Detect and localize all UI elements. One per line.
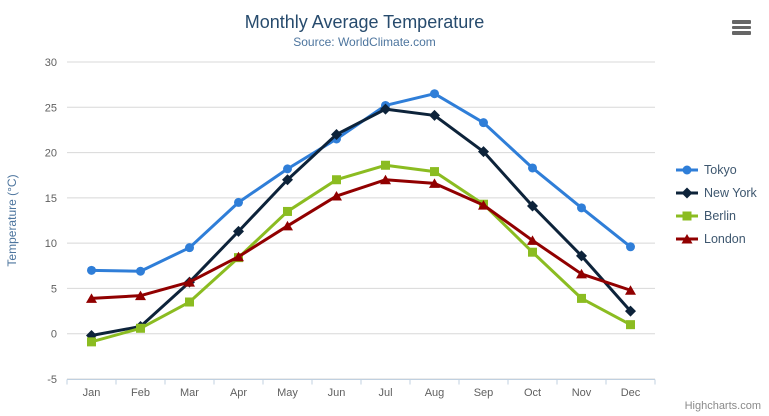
square-marker[interactable] — [682, 211, 692, 220]
y-axis-label: 10 — [45, 238, 57, 250]
square-marker[interactable] — [430, 167, 439, 177]
y-axis-label: 30 — [45, 57, 57, 69]
diamond-marker[interactable] — [233, 225, 244, 237]
series-line[interactable] — [91, 163, 632, 344]
series-new-york[interactable] — [86, 103, 636, 342]
triangle-marker[interactable] — [380, 174, 391, 185]
diamond-marker[interactable] — [625, 305, 636, 317]
triangle-marker[interactable] — [86, 293, 97, 303]
legend-item-tokyo[interactable]: Tokyo — [676, 158, 757, 181]
square-marker[interactable] — [332, 175, 341, 185]
circle-marker[interactable] — [479, 118, 488, 128]
series-line[interactable] — [91, 178, 631, 300]
circle-marker[interactable] — [626, 242, 635, 252]
hamburger-icon — [732, 31, 751, 35]
diamond-marker[interactable] — [429, 109, 440, 121]
y-axis-label: 5 — [51, 283, 57, 295]
diamond-marker[interactable] — [576, 250, 587, 262]
x-axis-label: Feb — [131, 387, 150, 399]
triangle-marker[interactable] — [282, 220, 293, 231]
circle-marker[interactable] — [430, 89, 439, 99]
legend-label: New York — [704, 185, 757, 200]
square-marker[interactable] — [626, 320, 635, 330]
diamond-marker[interactable] — [282, 174, 293, 186]
diamond-marker[interactable] — [527, 200, 538, 212]
x-axis-label: Jan — [83, 387, 101, 399]
triangle-marker[interactable] — [135, 290, 146, 301]
square-marker[interactable] — [136, 323, 145, 333]
y-axis-title: Temperature (°C) — [5, 174, 19, 266]
triangle-marker[interactable] — [184, 277, 195, 287]
legend-label: London — [704, 231, 746, 246]
triangle-marker[interactable] — [331, 191, 342, 201]
circle-marker[interactable] — [136, 266, 145, 276]
square-marker[interactable] — [577, 293, 586, 303]
triangle-marker[interactable] — [681, 233, 693, 244]
x-axis-label: Aug — [425, 387, 445, 399]
x-axis-label: Sep — [474, 387, 494, 399]
square-marker[interactable] — [185, 297, 194, 307]
x-axis-label: May — [277, 387, 298, 399]
legend-item-london[interactable]: London — [676, 227, 757, 250]
series-line[interactable] — [91, 107, 632, 338]
x-axis-label: Jul — [378, 387, 392, 399]
circle-marker[interactable] — [234, 197, 243, 207]
legend-item-berlin[interactable]: Berlin — [676, 204, 757, 227]
circle-legend-icon — [676, 165, 698, 174]
y-axis-label: 25 — [45, 102, 57, 114]
legend-label: Berlin — [704, 208, 736, 223]
x-axis-label: Dec — [621, 387, 641, 399]
chart-title: Monthly Average Temperature — [244, 12, 485, 32]
export-menu-button[interactable] — [732, 20, 751, 36]
square-marker[interactable] — [528, 247, 537, 257]
legend-item-new-york[interactable]: New York — [676, 181, 757, 204]
legend: Tokyo New York Berlin London — [676, 158, 757, 250]
x-axis-label: Apr — [230, 387, 247, 399]
circle-marker[interactable] — [528, 163, 537, 173]
circle-marker[interactable] — [283, 164, 292, 174]
series-tokyo[interactable] — [87, 89, 635, 276]
x-axis-label: Jun — [328, 387, 346, 399]
legend-label: Tokyo — [704, 162, 737, 177]
triangle-marker[interactable] — [576, 268, 587, 279]
triangle-marker[interactable] — [527, 235, 538, 245]
triangle-marker[interactable] — [625, 285, 636, 295]
diamond-legend-icon — [676, 187, 698, 198]
triangle-marker[interactable] — [233, 251, 244, 262]
credits-link[interactable]: Highcharts.com — [684, 400, 761, 412]
y-axis-label: -5 — [47, 374, 57, 386]
triangle-marker[interactable] — [429, 178, 440, 188]
circle-marker[interactable] — [87, 265, 96, 275]
y-axis-label: 20 — [45, 148, 57, 160]
hamburger-icon — [732, 20, 751, 24]
diamond-marker[interactable] — [478, 146, 489, 158]
diamond-marker[interactable] — [380, 103, 391, 115]
square-marker[interactable] — [381, 160, 390, 170]
diamond-marker[interactable] — [681, 187, 693, 198]
circle-marker[interactable] — [577, 203, 586, 213]
square-marker[interactable] — [283, 206, 292, 216]
square-legend-icon — [676, 211, 698, 220]
x-axis-label: Mar — [180, 387, 199, 399]
square-marker[interactable] — [87, 337, 96, 347]
diamond-marker[interactable] — [331, 128, 342, 140]
series-london[interactable] — [86, 174, 636, 303]
y-axis-label: 15 — [45, 193, 57, 205]
hamburger-icon — [732, 25, 751, 29]
triangle-legend-icon — [676, 233, 698, 244]
circle-marker[interactable] — [682, 165, 692, 174]
x-axis-label: Oct — [524, 387, 541, 399]
triangle-marker[interactable] — [478, 200, 489, 210]
circle-marker[interactable] — [185, 243, 194, 253]
x-axis-label: Nov — [572, 387, 592, 399]
y-axis-label: 0 — [51, 329, 57, 341]
chart-subtitle: Source: WorldClimate.com — [293, 35, 436, 49]
